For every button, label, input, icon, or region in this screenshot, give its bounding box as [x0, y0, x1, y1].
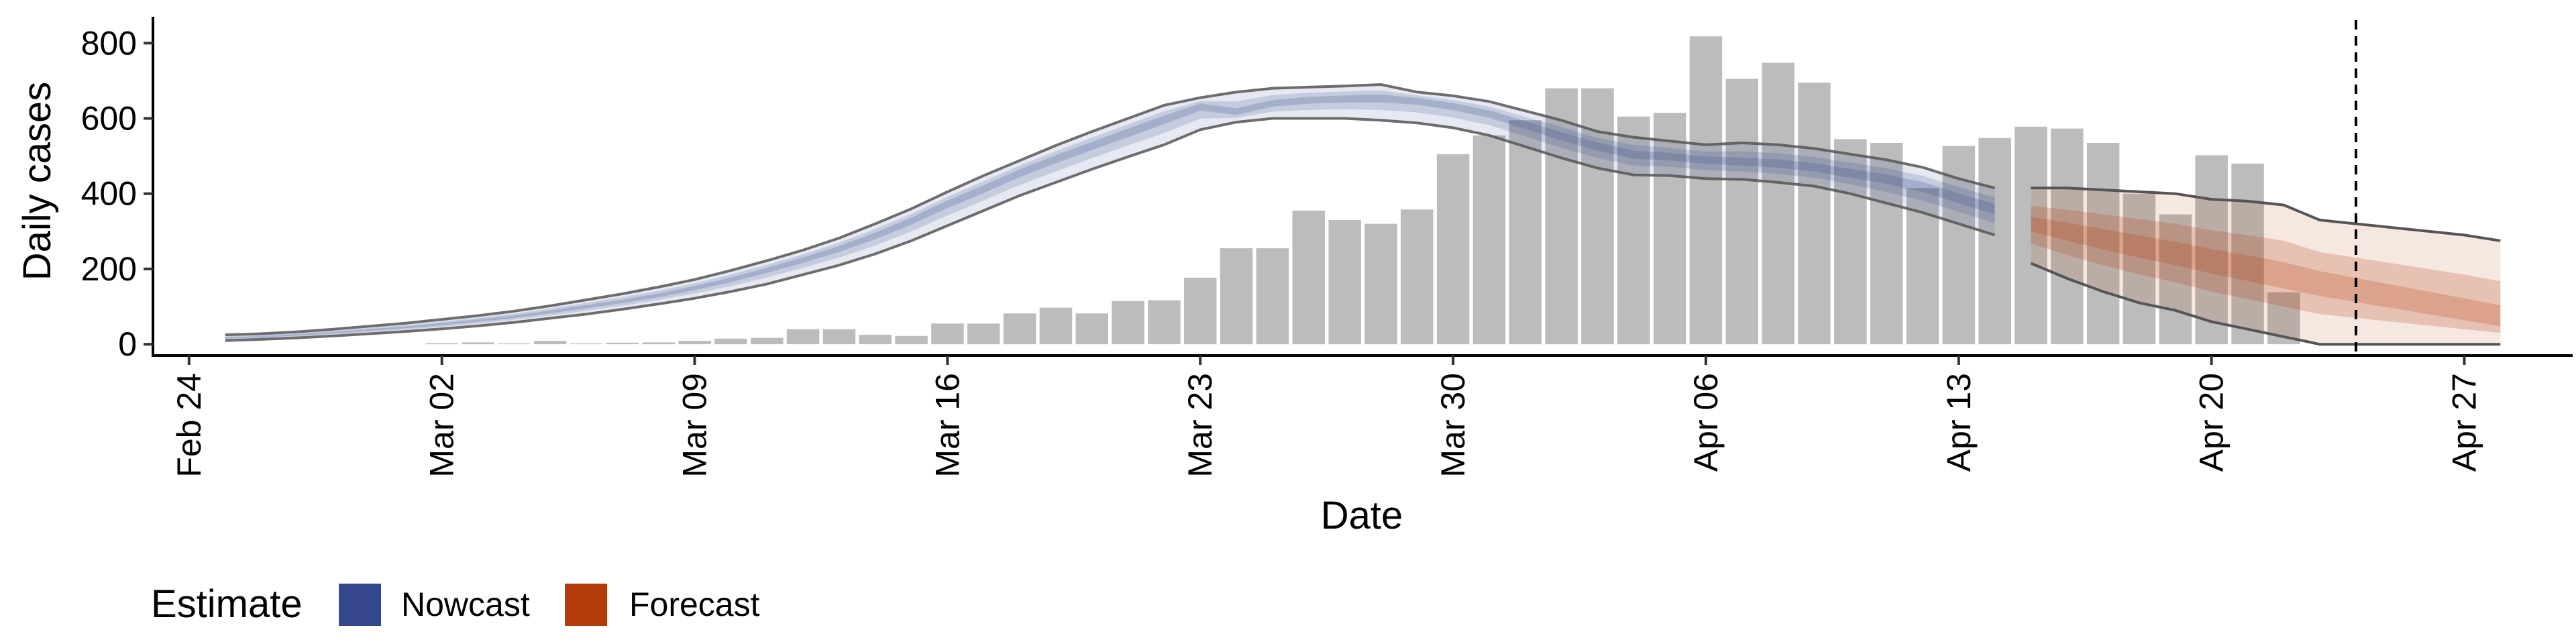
- forecast-series: [2030, 186, 2501, 346]
- case-bar: [1689, 36, 1723, 345]
- nowcast-lower-line: [225, 117, 1996, 342]
- forecast-upper-line: [2031, 186, 2501, 242]
- case-bar: [1292, 211, 1325, 345]
- case-bar: [570, 343, 603, 345]
- nowcast-series: [225, 83, 1996, 342]
- x-tick-label: Mar 23: [1181, 373, 1219, 478]
- case-bar: [498, 343, 531, 345]
- forecast-band-20: [2031, 217, 2501, 327]
- case-bar: [2159, 214, 2192, 345]
- case-bar: [1436, 154, 1470, 345]
- case-bar: [1328, 220, 1361, 345]
- y-tick-label: 800: [81, 24, 137, 62]
- case-bar: [606, 342, 639, 345]
- case-bar: [931, 323, 964, 345]
- case-bar: [822, 329, 856, 345]
- case-bar: [2123, 193, 2156, 345]
- case-bar: [1798, 83, 1831, 345]
- case-bar: [642, 342, 675, 345]
- case-bar: [462, 342, 494, 345]
- nowcast-band-90: [225, 85, 1995, 341]
- case-bar: [714, 338, 747, 345]
- nowcast-upper-line: [225, 83, 1996, 337]
- case-bar: [2231, 163, 2264, 345]
- case-bar: [2015, 126, 2047, 345]
- case-bar: [751, 337, 784, 345]
- case-bar: [1870, 143, 1903, 345]
- case-bar: [1509, 120, 1542, 345]
- x-tick-label: Mar 09: [676, 373, 714, 478]
- case-bar: [2051, 128, 2084, 345]
- case-bar: [1978, 138, 2011, 345]
- case-bar: [534, 341, 567, 345]
- y-tick-label: 400: [81, 175, 137, 213]
- case-bar: [1364, 223, 1397, 345]
- case-bar: [1545, 88, 1578, 345]
- case-bar: [1184, 277, 1217, 345]
- x-tick-label: Mar 16: [928, 373, 966, 478]
- x-tick-label: Apr 13: [1940, 373, 1978, 472]
- case-bar: [1256, 248, 1289, 345]
- forecast-lower-line: [2030, 262, 2501, 346]
- case-bar: [1906, 188, 1939, 345]
- y-tick-label: 600: [81, 100, 137, 138]
- observed-cases-bars: [425, 36, 2300, 345]
- x-tick-label: Apr 06: [1687, 373, 1725, 472]
- case-bar: [1003, 313, 1036, 345]
- case-bar: [1725, 78, 1758, 345]
- nowcast-band-20: [225, 94, 1995, 339]
- legend-label-forecast: Forecast: [629, 586, 760, 623]
- case-bar: [1039, 307, 1073, 345]
- case-bar: [1401, 209, 1434, 345]
- case-bar: [967, 323, 1000, 345]
- case-bar: [786, 329, 820, 345]
- y-tick-label: 0: [118, 325, 137, 363]
- case-bar: [2086, 143, 2120, 345]
- x-tick-label: Mar 30: [1434, 373, 1472, 478]
- axes: 0 200 400 600 800 Feb 24 Mar 02 Mar 09 Mar 16 Mar…: [81, 17, 2573, 478]
- case-bar: [1653, 113, 1686, 345]
- case-bar: [895, 335, 928, 345]
- case-bar: [1472, 135, 1506, 345]
- case-bar: [1112, 301, 1144, 345]
- legend-swatch-nowcast: [339, 584, 381, 626]
- x-tick-label: Apr 27: [2446, 373, 2483, 472]
- case-bar: [1220, 248, 1253, 345]
- x-tick-label: Mar 02: [423, 373, 461, 478]
- legend: Estimate Nowcast Forecast: [151, 582, 760, 626]
- legend-label-nowcast: Nowcast: [401, 586, 530, 623]
- case-bar: [1834, 139, 1867, 345]
- y-tick-label: 200: [81, 250, 137, 288]
- case-bar: [1762, 62, 1794, 345]
- legend-swatch-forecast: [565, 584, 607, 626]
- x-axis-title: Date: [1321, 494, 1403, 537]
- case-bar: [678, 341, 711, 345]
- legend-title: Estimate: [151, 582, 303, 626]
- case-bar: [2195, 155, 2228, 345]
- x-tick-label: Feb 24: [170, 373, 208, 478]
- case-bar: [1148, 300, 1181, 345]
- case-bar: [1075, 313, 1108, 345]
- y-axis-title: Daily cases: [15, 82, 59, 281]
- case-bar: [859, 335, 892, 345]
- x-tick-label: Apr 20: [2193, 373, 2231, 472]
- case-bar: [1617, 116, 1650, 345]
- case-bar: [425, 343, 458, 345]
- nowcast-band-50: [225, 90, 1995, 339]
- forecast-band-50: [2031, 206, 2501, 333]
